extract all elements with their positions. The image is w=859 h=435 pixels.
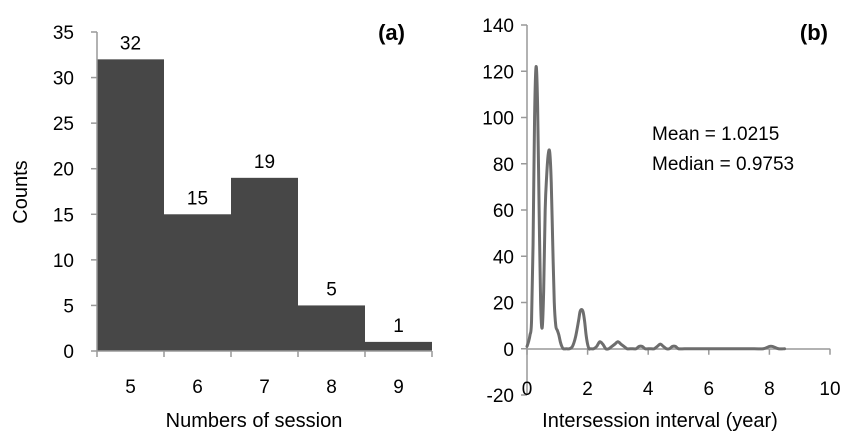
panel-b-x-tick-label-8: 8 xyxy=(764,379,775,400)
panel-a-x-tick-label-7: 7 xyxy=(259,377,270,398)
panel-b-y-tick-label-120: 120 xyxy=(482,62,514,83)
panel-a-label: (a) xyxy=(378,20,405,45)
panel-a-y-tick-label-30: 30 xyxy=(53,69,74,90)
panel-a-x-axis-label: Numbers of session xyxy=(166,410,343,432)
panel-a-x-tick-label-8: 8 xyxy=(326,377,337,398)
panel-a-y-axis-label: Counts xyxy=(10,160,32,223)
panel-b-x-ticks: 0 2 4 6 8 10 xyxy=(522,348,841,400)
panel-a-bar-6 xyxy=(164,214,231,351)
panel-a-bar-5 xyxy=(97,59,164,351)
panel-b-x-tick-label-0: 0 xyxy=(522,379,533,400)
panel-a-bar-9 xyxy=(365,341,432,351)
panel-b-x-axis-label: Intersession interval (year) xyxy=(542,410,778,432)
panel-a-y-tick-label-10: 10 xyxy=(53,251,74,272)
panel-a-y-ticks: 0 5 10 15 20 25 30 35 xyxy=(53,23,97,363)
panel-a-data-label-9: 1 xyxy=(393,316,404,337)
panel-a-y-tick-label-5: 5 xyxy=(63,296,74,317)
panel-b-line-chart: -20 0 20 40 60 80 100 120 140 0 2 4 6 8 10 (b) Mean =… xyxy=(482,16,840,432)
panel-b-y-tick-label-140: 140 xyxy=(482,16,514,37)
panel-b-y-tick-label-20: 20 xyxy=(493,294,514,315)
panel-b-x-tick-label-4: 4 xyxy=(643,379,654,400)
panel-a-data-label-8: 5 xyxy=(326,279,337,300)
panel-a-x-tick-label-6: 6 xyxy=(192,377,203,398)
panel-b-y-tick-label--20: -20 xyxy=(487,386,514,407)
panel-b-median-annotation: Median = 0.9753 xyxy=(652,154,794,175)
panel-a-histogram: 32 15 19 5 1 0 5 10 15 20 25 30 35 5 6 7 8 9 (a) Number… xyxy=(10,20,433,432)
panel-b-series-line xyxy=(525,65,787,351)
panel-a-y-tick-label-0: 0 xyxy=(63,342,74,363)
panel-a-x-tick-label-9: 9 xyxy=(393,377,404,398)
panel-a-y-tick-label-35: 35 xyxy=(53,23,74,44)
panel-b-x-tick-label-2: 2 xyxy=(582,379,593,400)
panel-a-data-label-7: 19 xyxy=(254,152,275,173)
panel-a-data-label-5: 32 xyxy=(120,33,141,54)
panel-b-y-ticks: -20 0 20 40 60 80 100 120 140 xyxy=(482,16,527,407)
panel-a-x-tick-label-5: 5 xyxy=(125,377,136,398)
panel-a-y-tick-label-15: 15 xyxy=(53,205,74,226)
panel-b-y-tick-label-40: 40 xyxy=(493,247,514,268)
panel-b-x-tick-label-10: 10 xyxy=(819,379,840,400)
panel-a-y-tick-label-25: 25 xyxy=(53,114,74,135)
panel-b-y-tick-label-100: 100 xyxy=(482,109,514,130)
panel-a-data-label-6: 15 xyxy=(187,188,208,209)
panel-b-label: (b) xyxy=(800,20,828,45)
panel-b-mean-annotation: Mean = 1.0215 xyxy=(652,124,779,145)
panel-b-y-tick-label-60: 60 xyxy=(493,201,514,222)
panel-a-bar-8 xyxy=(298,305,365,351)
panel-a-bar-7 xyxy=(231,177,298,351)
panel-b-x-tick-label-6: 6 xyxy=(704,379,715,400)
panel-a-bars xyxy=(97,59,432,351)
panel-a-data-labels: 32 15 19 5 1 xyxy=(120,33,404,337)
panel-a-x-ticks: 5 6 7 8 9 xyxy=(96,351,433,398)
panel-a-y-tick-label-20: 20 xyxy=(53,160,74,181)
panel-b-y-tick-label-80: 80 xyxy=(493,155,514,176)
panel-b-y-tick-label-0: 0 xyxy=(503,340,514,361)
